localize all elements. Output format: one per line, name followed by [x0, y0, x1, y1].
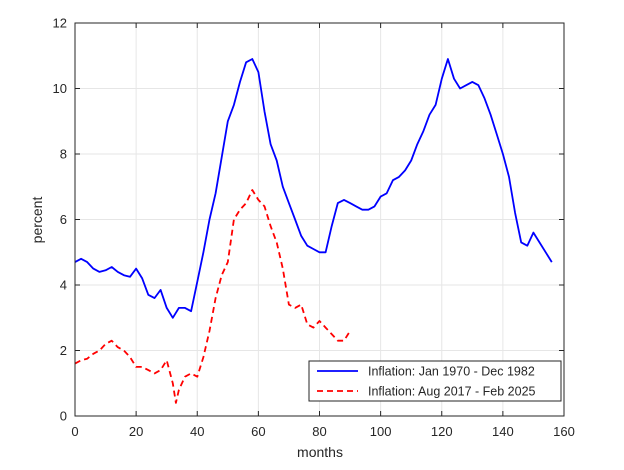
y-tick-label: 2: [60, 343, 67, 358]
series-line-2: [74, 189, 351, 404]
y-tick-label: 0: [60, 409, 67, 424]
x-tick-label: 120: [431, 424, 453, 439]
y-tick-label: 8: [60, 147, 67, 162]
x-axis-label: months: [297, 444, 343, 460]
x-tick-label: 160: [553, 424, 575, 439]
x-tick-label: 20: [129, 424, 143, 439]
x-tick-label: 60: [251, 424, 265, 439]
y-tick-label: 6: [60, 212, 67, 227]
legend-label-series-2: Inflation: Aug 2017 - Feb 2025: [368, 385, 536, 399]
legend-label-series-1: Inflation: Jan 1970 - Dec 1982: [368, 365, 535, 379]
y-tick-label: 4: [60, 278, 67, 293]
x-tick-label: 80: [312, 424, 326, 439]
legend-box: [308, 360, 562, 402]
legend: Inflation: Jan 1970 - Dec 1982 Inflation…: [308, 360, 562, 402]
x-tick-label: 40: [190, 424, 204, 439]
series-layer: [74, 58, 553, 404]
axis-ticks: 0 20 40 60 80 100 120 140 160 0 2 4 6 8 10 12: [53, 16, 575, 440]
x-tick-label: 0: [71, 424, 78, 439]
x-tick-label: 140: [492, 424, 514, 439]
series-line-1: [74, 58, 553, 319]
y-tick-label: 12: [53, 16, 67, 31]
x-tick-label: 100: [370, 424, 392, 439]
y-axis-label: percent: [29, 197, 45, 244]
y-tick-label: 10: [53, 81, 67, 96]
